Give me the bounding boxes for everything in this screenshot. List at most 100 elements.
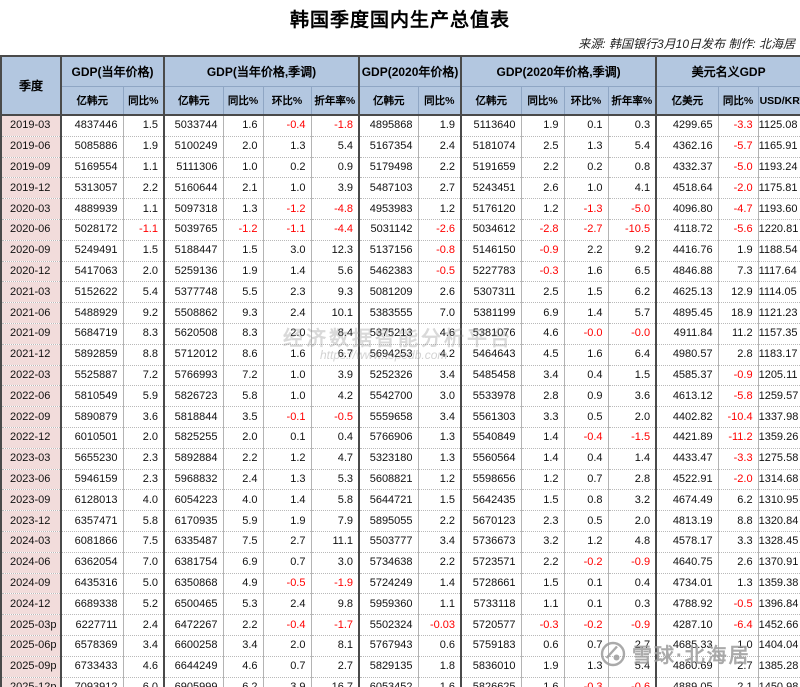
cell: 5028172: [61, 219, 124, 241]
cell: 0.2: [263, 157, 312, 179]
cell: 1.0: [223, 157, 264, 179]
table-row: 2025-12 p 7093912 6.0 6905999 6.2 3.9 16.7 60534…: [1, 677, 800, 687]
cell: 5375213: [359, 323, 419, 345]
cell: 2.0: [263, 635, 312, 657]
cell: 1.9: [418, 115, 463, 137]
cell: 3.4: [418, 365, 463, 387]
cell: 1.2: [418, 469, 463, 491]
cell: 1.6: [564, 261, 609, 283]
cell: 0.6: [418, 635, 463, 657]
cell: 6.4: [608, 344, 658, 366]
cell: 2.7: [718, 656, 759, 678]
cell: 1165.91: [758, 136, 800, 158]
cell: -2.8: [521, 219, 565, 241]
cell: -0.3: [521, 261, 565, 283]
cell: 5503777: [359, 531, 419, 553]
cell: 2.6: [521, 177, 565, 200]
cell: 4674.49: [656, 489, 719, 512]
cell: 5462383: [359, 261, 419, 283]
cell: 5.3: [223, 593, 264, 616]
cell: 9.3: [311, 281, 361, 304]
table-row: 2023-03 5655230 2.3 5892884 2.2 1.2 4.7 5323180…: [1, 448, 800, 470]
cell: -5.0: [718, 157, 759, 179]
cell: 5723571: [461, 552, 522, 574]
cell: 4287.10: [656, 614, 719, 636]
cell: 4.9: [223, 573, 264, 595]
cell: 8.1: [311, 635, 361, 657]
cell: 0.1: [263, 427, 312, 449]
cell: 9.3: [223, 302, 264, 324]
cell: 5381199: [461, 302, 522, 324]
cell: 3.4: [123, 635, 165, 657]
cell: 5249491: [61, 240, 124, 262]
cell: 5502324: [359, 614, 419, 636]
cell: 1.5: [123, 115, 165, 137]
table-row: 2024-06 6362054 7.0 6381754 6.9 0.7 3.0 5734638…: [1, 552, 800, 574]
cell: 4362.16: [656, 136, 719, 158]
cell: 8.3: [123, 323, 165, 345]
cell: 5485458: [461, 365, 522, 387]
cell: 6644249: [164, 656, 224, 678]
table-row: 2019-12 5313057 2.2 5160644 2.1 1.0 3.9 5487103…: [1, 177, 800, 200]
cell: 5191659: [461, 157, 522, 179]
cell: 5766993: [164, 365, 224, 387]
cell: 3.2: [608, 489, 658, 512]
cell: 6.2: [718, 489, 759, 512]
cell: 5259136: [164, 261, 224, 283]
cell: 2.4: [263, 593, 312, 616]
cell: 5243451: [461, 177, 522, 200]
cell: 0.5: [564, 406, 609, 428]
cell: 5377748: [164, 281, 224, 304]
cell: 3.6: [123, 406, 165, 428]
cell: 4.8: [608, 531, 658, 553]
cell: 5560564: [461, 448, 522, 470]
cell: 1.9: [223, 261, 264, 283]
cell: 1396.84: [758, 593, 800, 616]
cell: 5736673: [461, 531, 522, 553]
cell: 1.3: [263, 469, 312, 491]
cell: -6.4: [718, 614, 759, 636]
cell: 6053452: [359, 677, 419, 687]
cell: 5733118: [461, 593, 522, 616]
cell: -0.4: [263, 614, 312, 636]
cell: 4889.05: [656, 677, 719, 687]
cell: 5.6: [311, 261, 361, 283]
col-group-2: GDP(当年价格,季调): [163, 55, 361, 87]
cell: 1275.58: [758, 448, 800, 470]
cell: 2.2: [418, 157, 463, 179]
cell: 4518.64: [656, 177, 719, 200]
cell: 0.2: [564, 157, 609, 179]
cell: 6362054: [61, 552, 124, 574]
page-title: 韩国季度国内生产总值表: [289, 10, 510, 31]
cell-quarter: 2020-06: [1, 219, 62, 241]
col-header-同比: 同比%: [222, 86, 264, 116]
cell: 1.4: [521, 427, 565, 449]
cell: 0.9: [311, 157, 361, 179]
cell: 6.2: [223, 677, 264, 687]
table-row: 2020-03 4889939 1.1 5097318 1.3 -1.2 -4.8 49539…: [1, 198, 800, 220]
cell: 1.6: [564, 344, 609, 366]
cell: -5.7: [718, 136, 759, 158]
cell: 5895055: [359, 510, 419, 532]
cell: 5825255: [164, 427, 224, 449]
cell: 4433.47: [656, 448, 719, 470]
cell: -0.1: [263, 406, 312, 428]
cell: 6500465: [164, 593, 224, 616]
cell: 1.5: [521, 489, 565, 512]
cell: 1.3: [564, 656, 609, 678]
cell: 1.2: [263, 448, 312, 470]
cell: 5959360: [359, 593, 419, 616]
cell: -0.9: [608, 552, 658, 574]
source-note: 来源: 韩国银行3月10日发布 制作: 北海居: [578, 37, 795, 51]
cell: 12.9: [718, 281, 759, 304]
cell: 1.3: [418, 448, 463, 470]
cell: -11.2: [718, 427, 759, 449]
cell-quarter: 2025-12 p: [1, 677, 62, 687]
cell: 5307311: [461, 281, 522, 304]
cell: 11.2: [718, 323, 759, 345]
cell: 4.0: [123, 489, 165, 512]
table-row: 2022-09 5890879 3.6 5818844 3.5 -0.1 -0.5 55596…: [1, 406, 800, 428]
cell: 1.1: [521, 593, 565, 616]
cell: 5188447: [164, 240, 224, 262]
